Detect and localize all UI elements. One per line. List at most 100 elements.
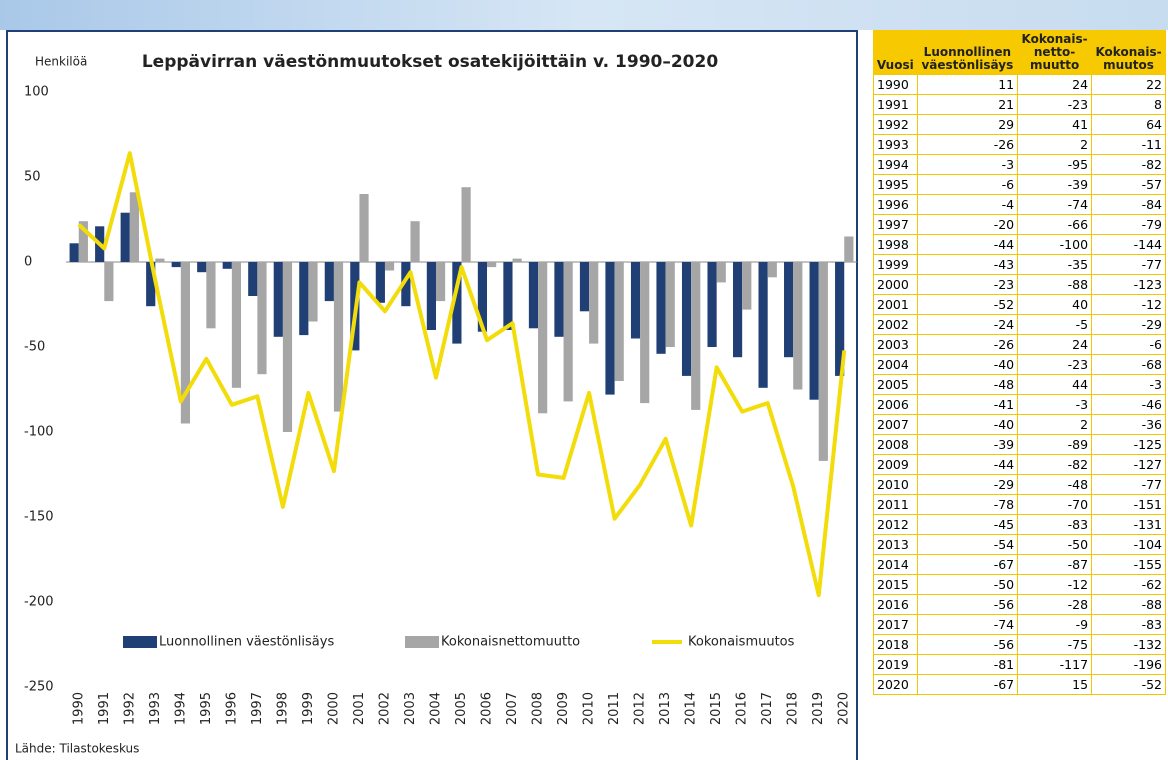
x-tick-label: 2003 — [403, 692, 418, 725]
table-cell: 1994 — [874, 155, 918, 175]
x-tick-label: 2007 — [505, 692, 520, 725]
table-cell: -127 — [1092, 455, 1166, 475]
table-cell: -83 — [1092, 615, 1166, 635]
table-cell: 24 — [1018, 335, 1092, 355]
bar — [334, 262, 343, 412]
bar — [844, 237, 853, 263]
table-cell: -44 — [917, 455, 1018, 475]
chart: Henkilöä Leppävirran väestönmuutokset os… — [0, 0, 870, 760]
x-tick-label: 2020 — [837, 692, 852, 725]
bar — [793, 262, 802, 390]
table-cell: -151 — [1092, 495, 1166, 515]
x-tick-label: 2000 — [326, 692, 341, 725]
header-line: muutos — [1094, 59, 1163, 72]
table-row: 2019-81-117-196 — [874, 655, 1166, 675]
bar — [197, 262, 206, 272]
table-cell: -11 — [1092, 135, 1166, 155]
table-cell: -45 — [917, 515, 1018, 535]
table-row: 2015-50-12-62 — [874, 575, 1166, 595]
bar — [436, 262, 445, 301]
table-cell: 1990 — [874, 75, 918, 95]
y-tick-label: -250 — [24, 680, 54, 695]
table-cell: -82 — [1092, 155, 1166, 175]
bar — [589, 262, 598, 344]
x-tick-label: 2013 — [658, 692, 673, 725]
bar — [248, 262, 257, 296]
table-cell: -52 — [1092, 675, 1166, 695]
table-cell: -6 — [1092, 335, 1166, 355]
table-cell: 64 — [1092, 115, 1166, 135]
x-tick-label: 1996 — [224, 692, 239, 725]
table-cell: -56 — [917, 595, 1018, 615]
bar — [487, 262, 496, 267]
table-cell: 2009 — [874, 455, 918, 475]
x-tick-label: 2016 — [735, 692, 750, 725]
table-cell: -12 — [1092, 295, 1166, 315]
table-cell: -74 — [917, 615, 1018, 635]
table-cell: 1993 — [874, 135, 918, 155]
bar — [70, 243, 79, 262]
table-cell: -44 — [917, 235, 1018, 255]
table-cell: 44 — [1018, 375, 1092, 395]
table-cell: -39 — [917, 435, 1018, 455]
y-tick-label: 50 — [24, 170, 41, 185]
x-tick-label: 2008 — [531, 692, 546, 725]
bar — [206, 262, 215, 328]
table-cell: -88 — [1018, 275, 1092, 295]
x-tick-label: 2012 — [633, 692, 648, 725]
table-cell: -6 — [917, 175, 1018, 195]
bar — [325, 262, 334, 301]
bar — [768, 262, 777, 277]
x-tick-label: 2017 — [760, 692, 775, 725]
table-row: 2004-40-23-68 — [874, 355, 1166, 375]
table-cell: -62 — [1092, 575, 1166, 595]
table-cell: -83 — [1018, 515, 1092, 535]
bar — [104, 262, 113, 301]
y-tick-label: -100 — [24, 425, 54, 440]
table-cell: -23 — [1018, 355, 1092, 375]
table-row: 2011-78-70-151 — [874, 495, 1166, 515]
y-tick-label: -200 — [24, 595, 54, 610]
x-tick-label: 2002 — [377, 692, 392, 725]
bar — [308, 262, 317, 322]
y-tick-label: -50 — [24, 340, 45, 355]
table-row: 1996-4-74-84 — [874, 195, 1166, 215]
table-cell: -57 — [1092, 175, 1166, 195]
table-cell: -117 — [1018, 655, 1092, 675]
table-row: 2000-23-88-123 — [874, 275, 1166, 295]
table-cell: -3 — [917, 155, 1018, 175]
x-tick-label: 1991 — [97, 692, 112, 725]
table-row: 2002-24-5-29 — [874, 315, 1166, 335]
table-header-cell: Luonnollinenväestönlisäys — [917, 31, 1018, 75]
table-header-cell: Vuosi — [874, 31, 918, 75]
bar — [155, 259, 164, 262]
table-cell: -50 — [917, 575, 1018, 595]
bar — [376, 262, 385, 303]
table-cell: -81 — [917, 655, 1018, 675]
header-line: Vuosi — [876, 59, 915, 72]
bar — [274, 262, 283, 337]
table-cell: 2018 — [874, 635, 918, 655]
table-cell: 40 — [1018, 295, 1092, 315]
table-cell: 41 — [1018, 115, 1092, 135]
table-cell: 21 — [917, 95, 1018, 115]
source: Lähde: Tilastokeskus — [15, 742, 139, 756]
table-cell: -9 — [1018, 615, 1092, 635]
table-cell: 1999 — [874, 255, 918, 275]
x-tick-label: 2015 — [709, 692, 724, 725]
table-cell: 2013 — [874, 535, 918, 555]
x-tick-label: 2006 — [480, 692, 495, 725]
x-tick-label: 1994 — [173, 692, 188, 725]
bar — [819, 262, 828, 461]
table-row: 2008-39-89-125 — [874, 435, 1166, 455]
x-tick-label: 1998 — [275, 692, 290, 725]
table-cell: -48 — [917, 375, 1018, 395]
bar — [232, 262, 241, 388]
table-cell: -95 — [1018, 155, 1092, 175]
table-cell: -87 — [1018, 555, 1092, 575]
table-cell: 1996 — [874, 195, 918, 215]
